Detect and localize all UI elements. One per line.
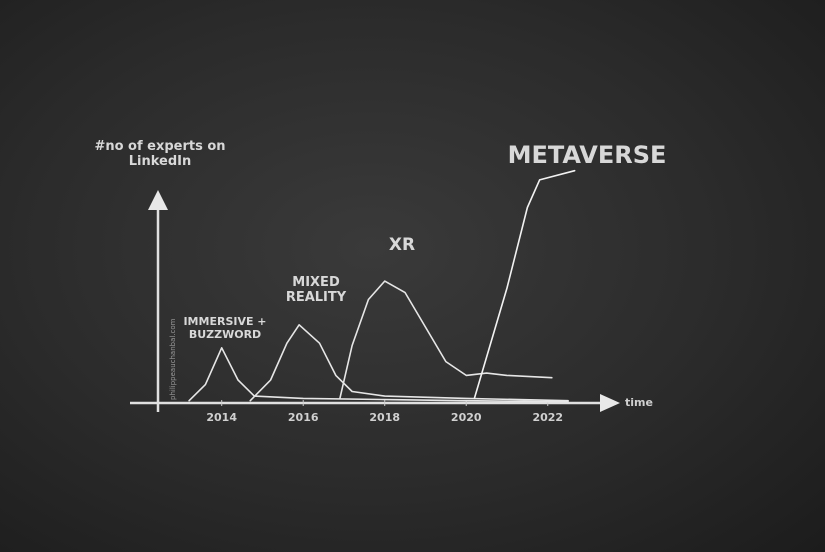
x-tick-label: 2018 [369, 411, 400, 424]
credit: philippeauchanbal.com [169, 318, 177, 400]
series-line [473, 169, 576, 400]
y-axis-arrow [148, 190, 168, 210]
x-tick-label: 2016 [288, 411, 319, 424]
x-tick-label: 2022 [532, 411, 563, 424]
series-label: MIXED REALITY [285, 275, 347, 305]
x-tick-label: 2020 [451, 411, 482, 424]
x-axis-label: time [625, 396, 653, 409]
x-axis-arrow [600, 394, 620, 412]
series-label: IMMERSIVE + BUZZWORD [183, 315, 267, 341]
y-axis-label: #no of experts on LinkedIn [94, 139, 226, 169]
series-line [249, 324, 569, 402]
series-label: XR [388, 235, 416, 255]
series-label: METAVERSE [507, 141, 667, 169]
x-tick-label: 2014 [206, 411, 237, 424]
series-line [339, 280, 553, 400]
